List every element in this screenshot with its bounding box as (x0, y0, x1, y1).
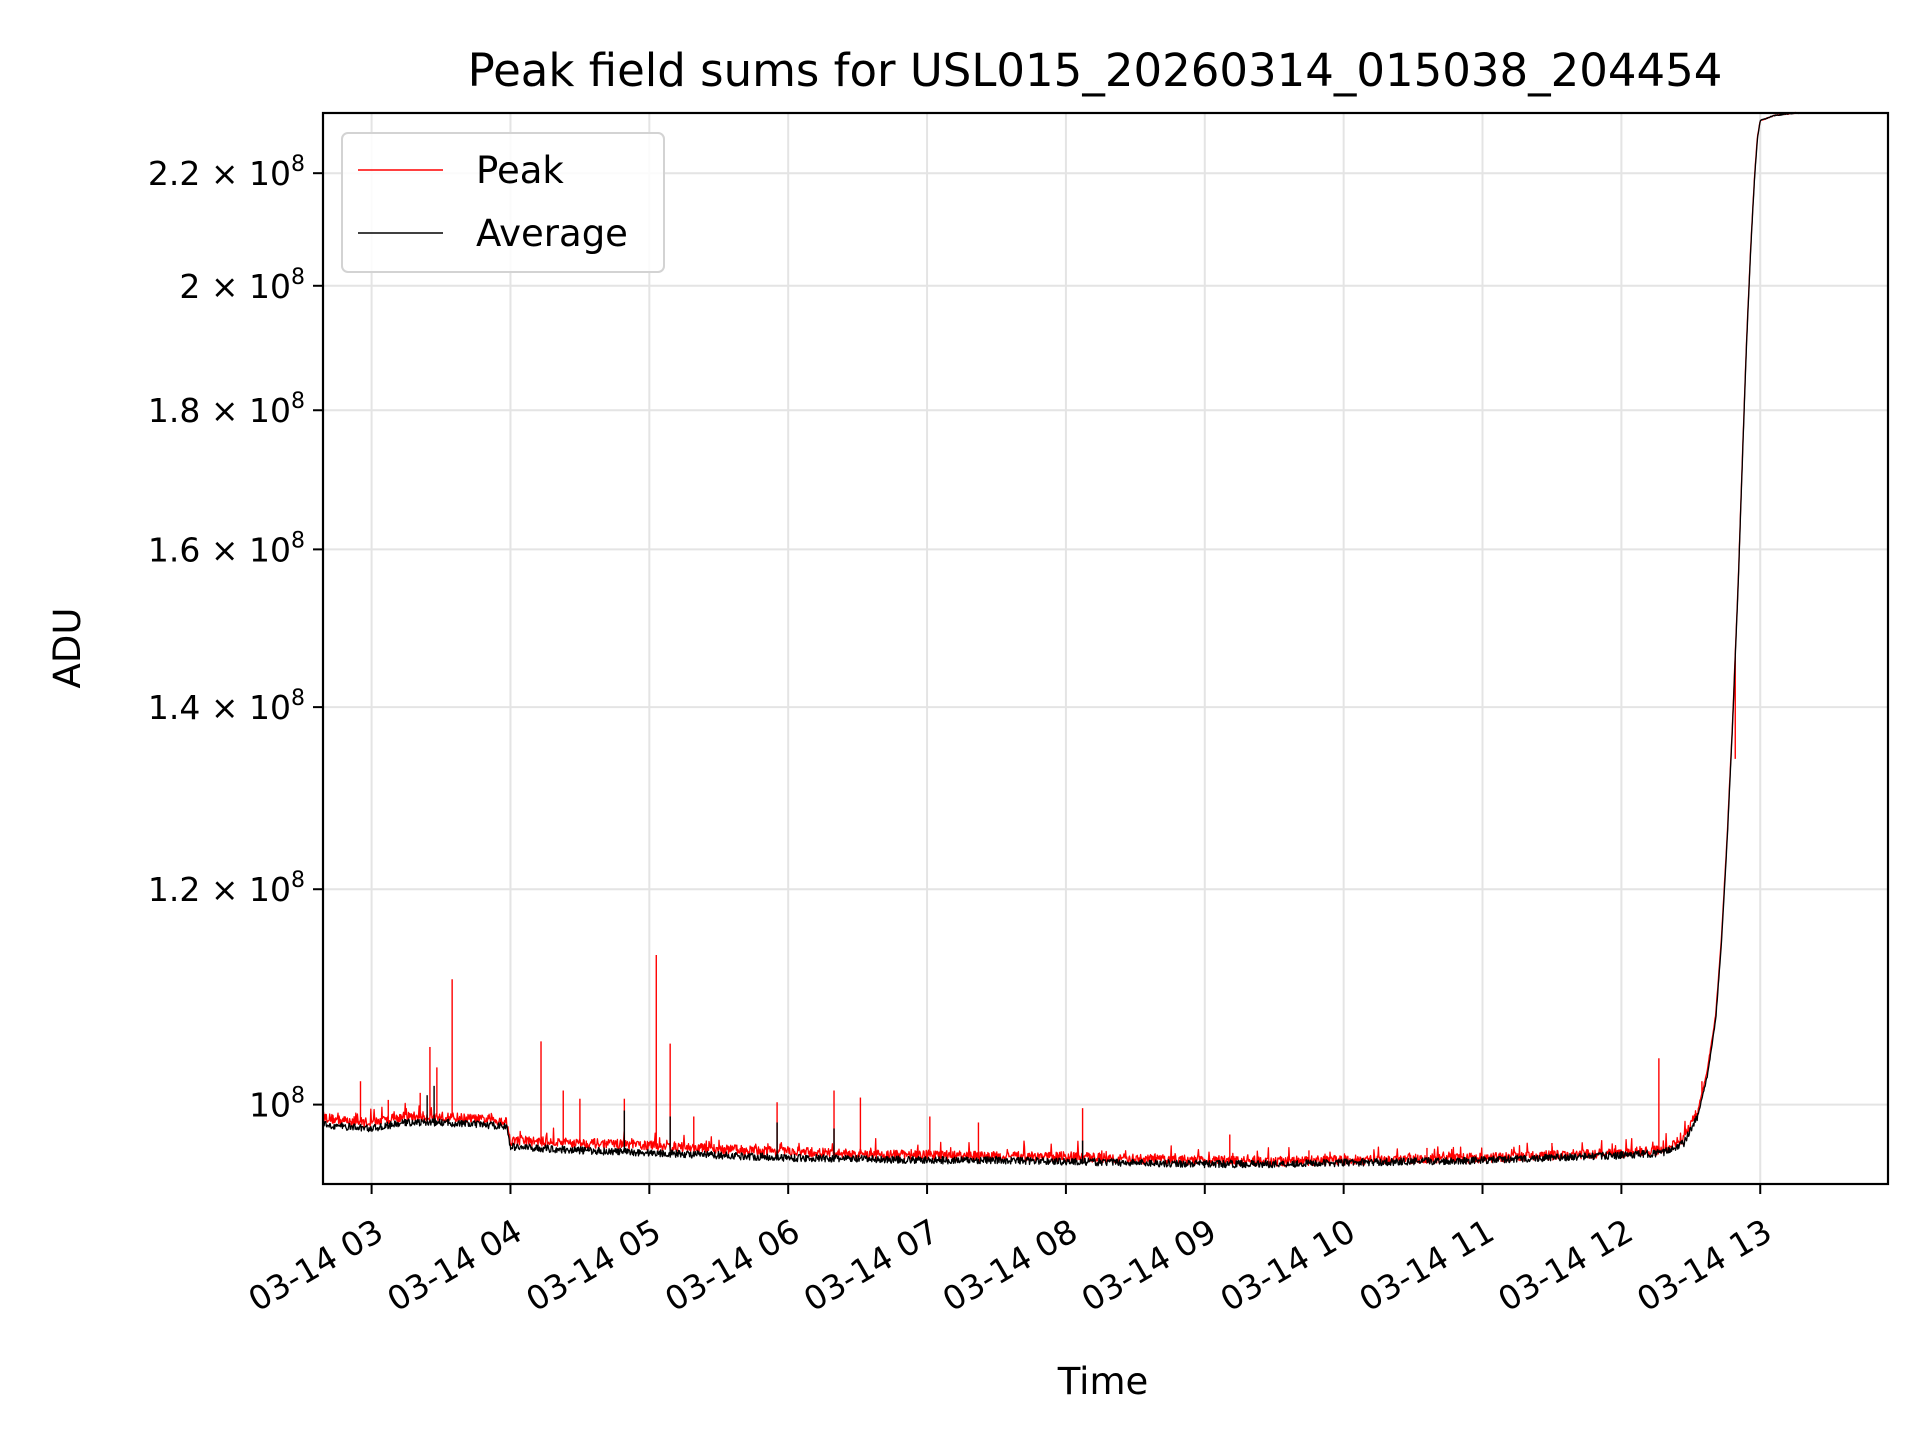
series-average (322, 111, 1803, 1169)
y-tick-label: 1.2 × 108 (148, 868, 305, 909)
grid (323, 113, 1888, 1184)
chart-title: Peak field sums for USL015_20260314_0150… (468, 44, 1723, 97)
series-line-peak (322, 111, 1802, 1167)
legend[interactable]: Peak Average (341, 132, 665, 273)
plot-frame (321, 111, 1890, 1186)
y-axis: 108 1.2 × 108 1.4 × 108 1.6 × 108 1.8 × 108 2… (148, 152, 323, 1125)
legend-label-average: Average (476, 212, 628, 255)
y-tick-label: 1.6 × 108 (148, 528, 305, 569)
x-axis-label: Time (1057, 1360, 1149, 1403)
y-tick-label: 2.2 × 108 (148, 152, 305, 193)
y-tick-label: 1.4 × 108 (148, 686, 305, 727)
y-tick-label: 1.8 × 108 (148, 389, 305, 430)
y-axis-label: ADU (46, 608, 89, 689)
legend-box (341, 132, 665, 273)
y-tick-label: 2 × 108 (179, 265, 305, 306)
series-line-average (322, 111, 1803, 1169)
legend-label-peak: Peak (476, 149, 564, 192)
y-tick-label: 108 (249, 1084, 305, 1125)
